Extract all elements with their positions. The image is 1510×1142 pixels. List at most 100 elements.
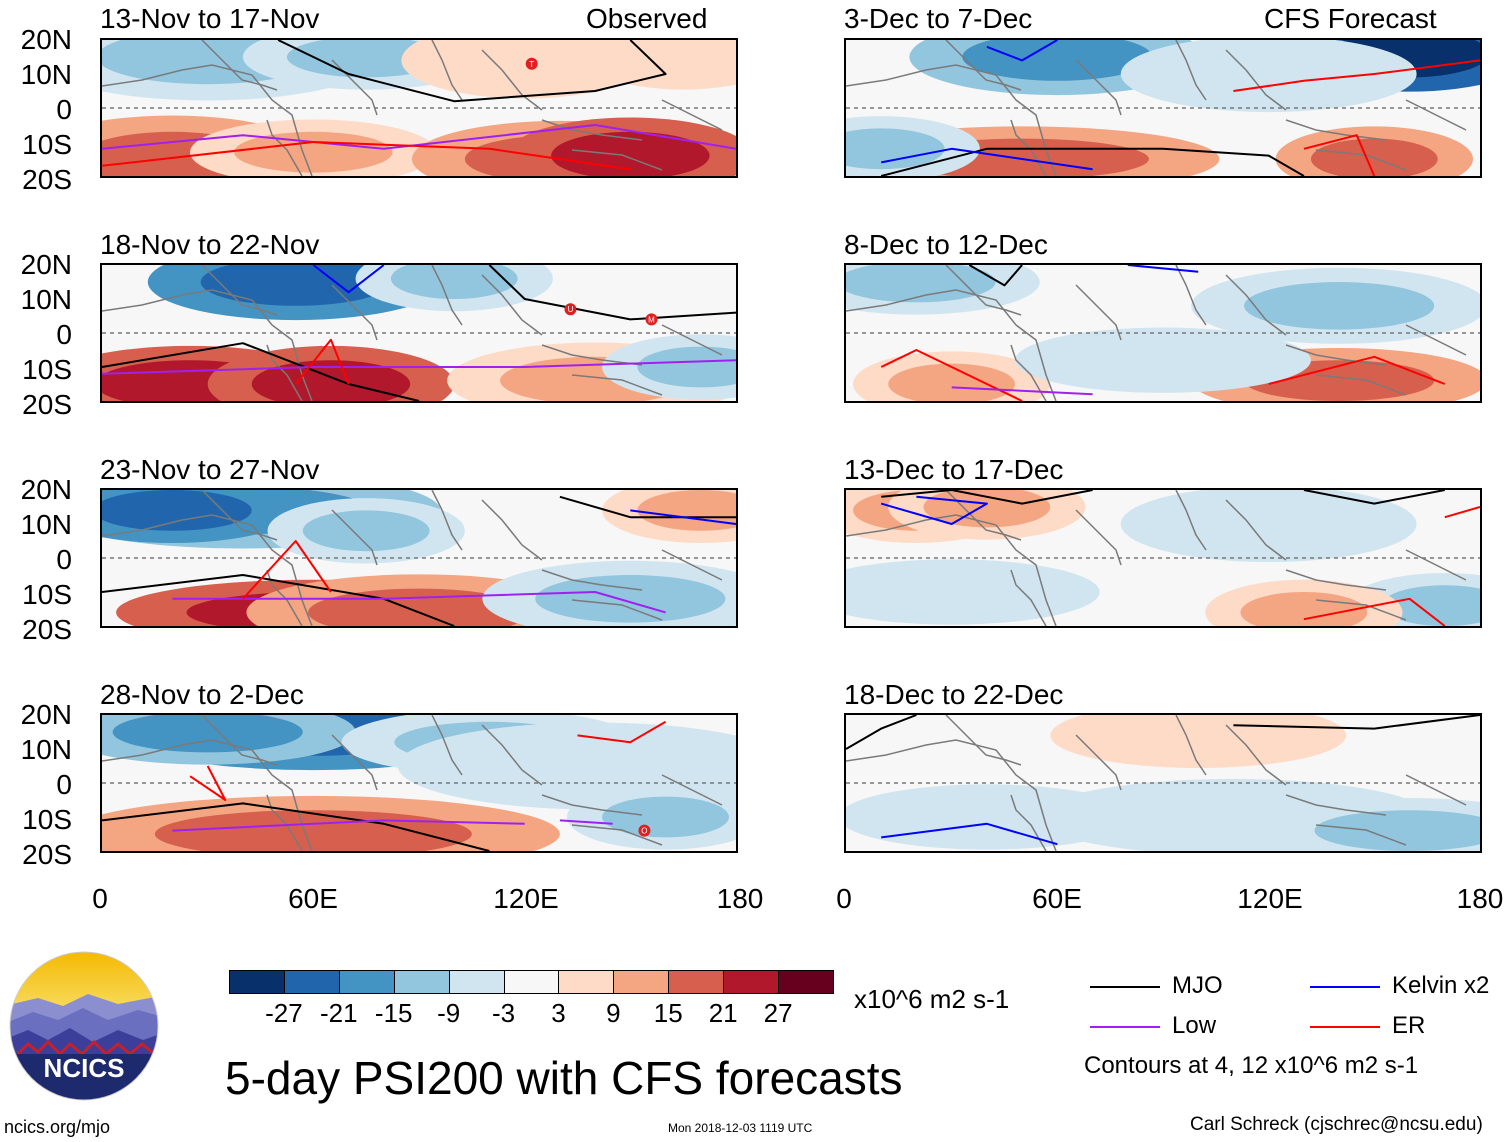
psi-anomaly-core xyxy=(1244,282,1435,330)
storm-marker xyxy=(645,313,658,326)
psi-anomaly-core xyxy=(637,346,736,388)
psi-anomaly-core xyxy=(1173,500,1364,548)
psi-anomaly-core xyxy=(619,40,736,78)
psi-anomaly-core xyxy=(234,131,393,173)
psi-anomaly-core xyxy=(602,796,729,838)
wave-contour xyxy=(846,715,917,750)
coastline xyxy=(541,119,643,141)
lat-label: 10N xyxy=(20,509,72,540)
coastline xyxy=(1010,344,1047,401)
storm-marker-letter: M xyxy=(648,315,655,324)
colorbar-tick-label: -3 xyxy=(491,998,516,1028)
colorbar-tick-label: -21 xyxy=(320,998,358,1028)
storm-marker-letter: T xyxy=(529,60,534,69)
lat-label: 10S xyxy=(22,354,72,385)
legend-er-label: ER xyxy=(1392,1012,1426,1039)
legend-line-low xyxy=(1090,1026,1160,1028)
lat-label: 0 xyxy=(56,94,72,125)
coastline xyxy=(102,514,313,626)
lat-label: 20S xyxy=(22,614,72,645)
wave-contour xyxy=(968,265,1023,287)
wave-contour xyxy=(102,342,420,401)
wave-contour xyxy=(312,265,385,294)
forecast-period-title: 13-Dec to 17-Dec xyxy=(844,454,1064,485)
coastline xyxy=(1010,569,1047,626)
psi200-map: T xyxy=(102,40,736,176)
psi-anomaly-core xyxy=(1240,592,1368,626)
psi-anomaly-core xyxy=(1381,585,1480,626)
colorbar-swatch xyxy=(613,970,670,994)
lat-label: 10S xyxy=(22,129,72,160)
psi-anomaly-core xyxy=(251,360,411,401)
coastline xyxy=(571,374,663,396)
coastline xyxy=(431,40,463,101)
coastline xyxy=(571,599,663,621)
storm-marker-letter: U xyxy=(568,305,574,314)
lat-label: 10N xyxy=(20,734,72,765)
psi-anomaly-core xyxy=(112,715,303,753)
coastline xyxy=(945,265,1022,316)
wave-contour xyxy=(242,540,332,600)
wave-contour xyxy=(880,349,1023,401)
wave-contour xyxy=(880,495,988,525)
coastline xyxy=(1285,344,1387,366)
lon-label: 60E xyxy=(288,883,338,914)
coastline xyxy=(102,64,313,176)
colorbar-swatch xyxy=(558,970,615,994)
coastline xyxy=(201,40,278,91)
colorbar-tick-label: 15 xyxy=(653,998,683,1028)
psi-anomaly-core xyxy=(1310,138,1438,176)
colorbar-tick-label: -15 xyxy=(374,998,413,1028)
lat-label: 20N xyxy=(20,474,72,505)
wave-contour xyxy=(172,819,525,832)
colorbar-swatch xyxy=(229,970,285,994)
coastline xyxy=(571,149,663,171)
wave-contour xyxy=(1444,506,1480,519)
coastline xyxy=(1315,599,1407,621)
wave-contour xyxy=(559,819,613,825)
coastline xyxy=(1225,724,1287,786)
coastline xyxy=(102,739,313,851)
wave-contour xyxy=(172,591,666,614)
legend-line-er xyxy=(1310,1026,1380,1028)
coastline xyxy=(846,64,1057,176)
map-panel-forecast-1 xyxy=(844,38,1482,178)
legend-kelvin-label: Kelvin x2 xyxy=(1392,972,1490,999)
legend-low-label: Low xyxy=(1172,1012,1217,1039)
coastline xyxy=(1405,549,1467,581)
psi-anomaly-core xyxy=(445,40,604,85)
wave-contour xyxy=(189,765,227,801)
forecast-header: CFS Forecast xyxy=(1264,3,1437,34)
lon-label: 180 xyxy=(716,883,764,914)
coastline xyxy=(945,40,1022,91)
psi200-map: O xyxy=(102,715,736,851)
coastline xyxy=(1175,40,1207,101)
legend-mjo-label: MJO xyxy=(1172,972,1223,999)
coastline xyxy=(266,119,303,176)
lon-label: 60E xyxy=(1032,883,1082,914)
lon-label: 120E xyxy=(1237,883,1303,914)
coastline xyxy=(1405,324,1467,356)
colorbar xyxy=(229,970,834,994)
lon-label: 0 xyxy=(836,883,852,914)
colorbar-swatch xyxy=(668,970,725,994)
psi-anomaly-core xyxy=(846,128,945,170)
legend-line-mjo xyxy=(1090,986,1160,988)
colorbar-tick-label: -27 xyxy=(265,998,303,1028)
coastline xyxy=(481,274,543,336)
wave-contour xyxy=(1303,134,1376,176)
forecast-period-title: 18-Dec to 22-Dec xyxy=(844,679,1064,710)
coastline xyxy=(431,490,463,551)
psi-anomaly-core xyxy=(390,265,518,299)
wave-contour xyxy=(1268,355,1446,385)
coastline xyxy=(1225,49,1287,111)
colorbar-swatch xyxy=(393,970,450,994)
lat-label: 10S xyxy=(22,804,72,835)
storm-marker-letter: O xyxy=(641,827,647,836)
footer-url[interactable]: ncics.org/mjo xyxy=(4,1117,111,1137)
wave-contour xyxy=(102,802,490,851)
psi200-map: UM xyxy=(102,265,736,401)
coastline xyxy=(661,324,723,356)
wave-contour xyxy=(881,490,1093,505)
